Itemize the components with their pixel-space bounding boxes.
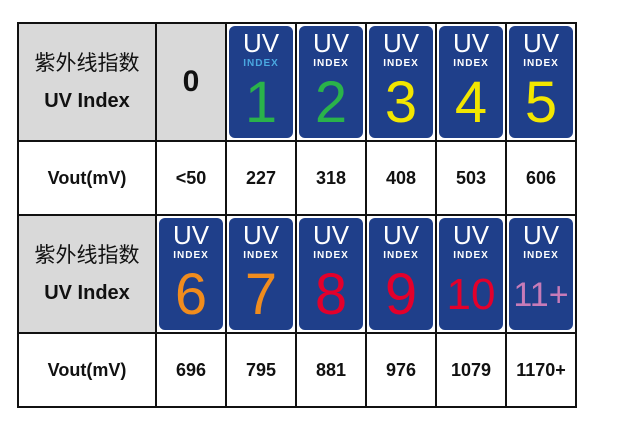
uv-badge-cell: UV INDEX 1 [225, 22, 297, 142]
vout-value: 795 [225, 332, 297, 408]
badge-uv-text: UV [172, 220, 210, 250]
uv-badge-cell: UV INDEX 5 [505, 22, 577, 142]
badge-uv-text: UV [382, 28, 420, 58]
badge-uv-text: UV [522, 28, 560, 58]
uv-0-cell: 0 [155, 22, 227, 142]
uv-badge-cell: UV INDEX 10 [435, 214, 507, 334]
vout-value: 606 [505, 140, 577, 216]
badge-number: 3 [384, 70, 418, 135]
vout-value: 408 [365, 140, 437, 216]
uv-index-badge-icon: UV INDEX 6 [159, 218, 223, 330]
uv-index-label-cn: 紫外线指数 [34, 244, 140, 267]
uv-badge-cell: UV INDEX 6 [155, 214, 227, 334]
uv-index-label-cn: 紫外线指数 [34, 52, 140, 75]
uv-index-label-en: UV Index [44, 282, 130, 304]
uv-index-badge-icon: UV INDEX 8 [299, 218, 363, 330]
badge-uv-text: UV [312, 28, 350, 58]
badge-uv-text: UV [382, 220, 420, 250]
vout-value: 227 [225, 140, 297, 216]
badge-index-text: INDEX [523, 250, 559, 261]
badge-uv-text: UV [452, 28, 490, 58]
badge-uv-text: UV [242, 28, 280, 58]
uv-index-badge-icon: UV INDEX 5 [509, 26, 573, 138]
badge-index-text: INDEX [313, 58, 349, 69]
uv-badge-cell: UV INDEX 9 [365, 214, 437, 334]
uv-badge-cell: UV INDEX 7 [225, 214, 297, 334]
badge-number: 7 [244, 262, 278, 327]
badge-number: 8 [314, 262, 348, 327]
uv-index-header: 紫外线指数 UV Index [17, 214, 157, 334]
vout-value: 696 [155, 332, 227, 408]
uv-index-badge-icon: UV INDEX 9 [369, 218, 433, 330]
uv-index-label-en: UV Index [44, 90, 130, 112]
badge-number: 1 [244, 70, 278, 135]
badge-number: 6 [174, 262, 208, 327]
vout-label: Vout(mV) [17, 140, 157, 216]
vout-value: 1170+ [505, 332, 577, 408]
uv-index-table: 紫外线指数 UV Index 0 UV INDEX 1 UV INDEX 2 UV INDE… [17, 22, 577, 408]
badge-index-text: INDEX [243, 250, 279, 261]
uv-index-header: 紫外线指数 UV Index [17, 22, 157, 142]
badge-index-text: INDEX [383, 58, 419, 69]
vout-value: <50 [155, 140, 227, 216]
uv-badge-cell: UV INDEX 2 [295, 22, 367, 142]
badge-index-text: INDEX [453, 58, 489, 69]
badge-uv-text: UV [452, 220, 490, 250]
uv-badge-cell: UV INDEX 3 [365, 22, 437, 142]
uv-index-badge-icon: UV INDEX 7 [229, 218, 293, 330]
uv-index-badge-icon: UV INDEX 4 [439, 26, 503, 138]
uv-index-badge-icon: UV INDEX 2 [299, 26, 363, 138]
uv-badge-cell: UV INDEX 8 [295, 214, 367, 334]
badge-index-text: INDEX [383, 250, 419, 261]
badge-index-text: INDEX [453, 250, 489, 261]
badge-number: 10 [446, 270, 496, 319]
uv-index-badge-icon: UV INDEX 1 [229, 26, 293, 138]
uv-badge-cell: UV INDEX 11+ [505, 214, 577, 334]
badge-index-text: INDEX [243, 58, 279, 69]
uv-index-badge-icon: UV INDEX 11+ [509, 218, 573, 330]
badge-number: 4 [454, 70, 488, 135]
vout-label: Vout(mV) [17, 332, 157, 408]
vout-value: 976 [365, 332, 437, 408]
vout-value: 318 [295, 140, 367, 216]
badge-number: 11+ [513, 276, 569, 314]
badge-index-text: INDEX [523, 58, 559, 69]
badge-index-text: INDEX [313, 250, 349, 261]
badge-number: 5 [524, 70, 558, 135]
badge-uv-text: UV [242, 220, 280, 250]
uv-index-badge-icon: UV INDEX 3 [369, 26, 433, 138]
badge-index-text: INDEX [173, 250, 209, 261]
vout-value: 503 [435, 140, 507, 216]
uv-index-badge-icon: UV INDEX 10 [439, 218, 503, 330]
badge-uv-text: UV [522, 220, 560, 250]
badge-number: 2 [314, 70, 348, 135]
vout-value: 881 [295, 332, 367, 408]
badge-number: 9 [384, 262, 418, 327]
vout-value: 1079 [435, 332, 507, 408]
badge-uv-text: UV [312, 220, 350, 250]
uv-badge-cell: UV INDEX 4 [435, 22, 507, 142]
